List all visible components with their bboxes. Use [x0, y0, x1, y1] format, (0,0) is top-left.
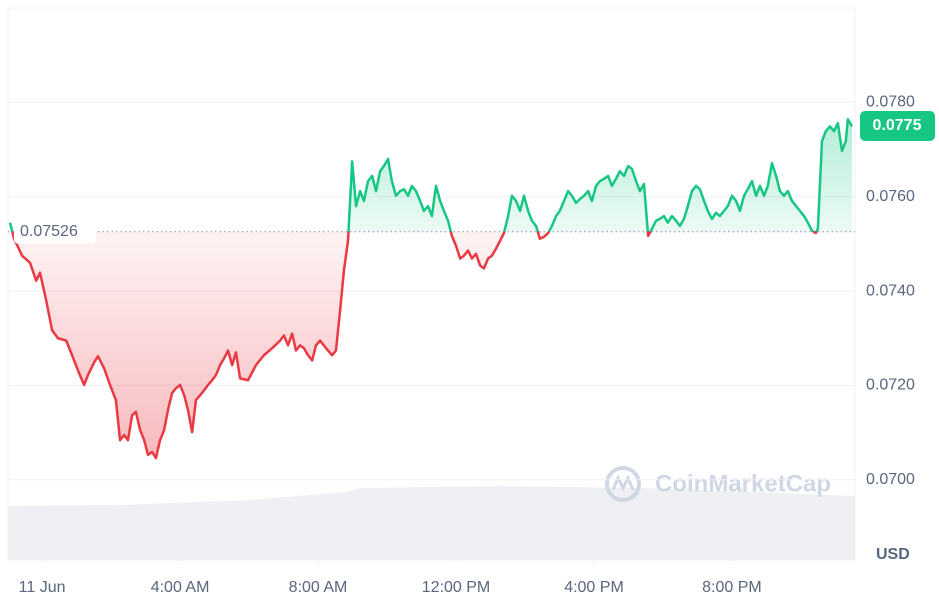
baseline-label-box: [14, 219, 96, 244]
y-tick-label: 0.0700: [866, 471, 915, 488]
x-tick-label: 4:00 PM: [564, 579, 624, 596]
x-tick-label: 4:00 AM: [151, 579, 210, 596]
x-tick-label: 8:00 PM: [702, 579, 762, 596]
x-tick-label: 8:00 AM: [289, 579, 348, 596]
price-area: [10, 119, 852, 459]
y-tick-label: 0.0720: [866, 377, 915, 394]
unit-label: USD: [876, 546, 910, 563]
last-price-badge: [860, 110, 935, 141]
price-line: [8, 118, 854, 460]
y-tick-label: 0.0780: [866, 94, 915, 111]
watermark-logo-mark: [611, 474, 635, 492]
x-tick-label: 11 Jun: [19, 579, 66, 596]
watermark-logo: [605, 466, 641, 502]
volume-area: [8, 486, 855, 560]
x-tick-label: 12:00 PM: [422, 579, 490, 596]
y-tick-label: 0.0740: [866, 282, 915, 299]
baseline-label: 0.07526: [20, 223, 78, 240]
watermark: CoinMarketCap: [605, 466, 831, 502]
last-price-label: 0.0775: [873, 117, 922, 134]
watermark-text: CoinMarketCap: [655, 470, 831, 497]
y-tick-label: 0.0760: [866, 188, 915, 205]
